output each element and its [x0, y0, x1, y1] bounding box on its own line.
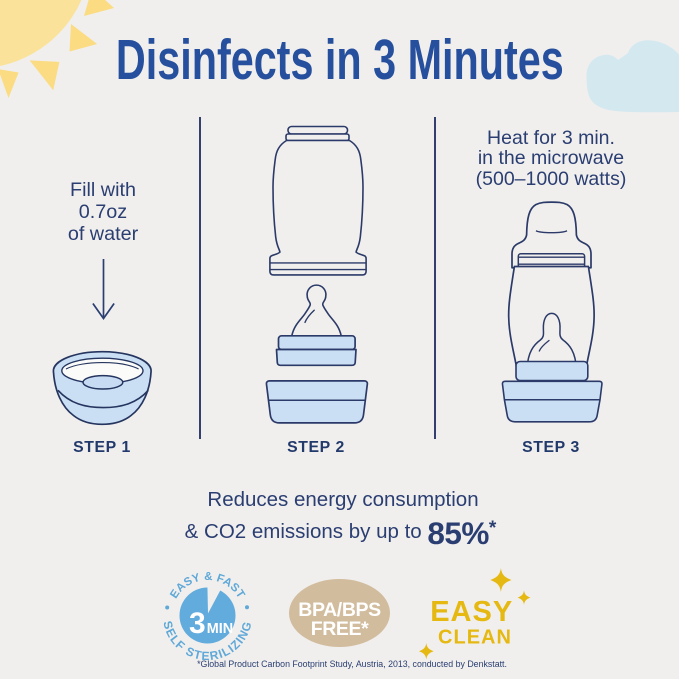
svg-text:MIN: MIN	[207, 621, 233, 637]
svg-text:EASY: EASY	[430, 596, 513, 628]
svg-text:BPA/BPS: BPA/BPS	[298, 599, 381, 621]
svg-text:FREE*: FREE*	[311, 618, 369, 640]
svg-text:CLEAN: CLEAN	[438, 627, 512, 649]
svg-text:3: 3	[189, 607, 206, 640]
